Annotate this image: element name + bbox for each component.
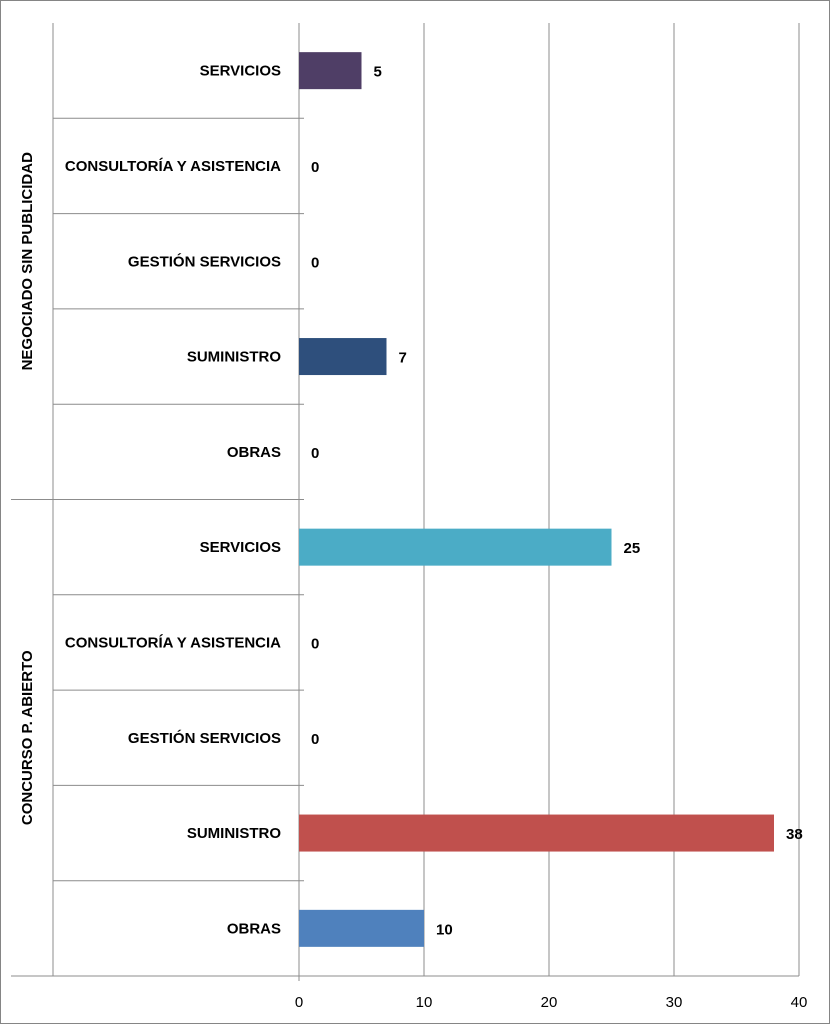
bar: [299, 338, 387, 376]
x-tick-label: 0: [295, 994, 303, 1011]
group-label: NEGOCIADO SIN PUBLICIDAD: [19, 152, 36, 371]
category-label: CONSULTORÍA Y ASISTENCIA: [65, 158, 281, 175]
category-label: SERVICIOS: [200, 63, 281, 80]
data-label: 0: [311, 731, 319, 748]
data-label: 7: [399, 350, 407, 367]
data-label: 0: [311, 445, 319, 462]
data-label: 25: [624, 540, 641, 557]
data-label: 10: [436, 921, 453, 938]
category-label: CONSULTORÍA Y ASISTENCIA: [65, 634, 281, 651]
category-label: GESTIÓN SERVICIOS: [128, 729, 281, 747]
category-label: OBRAS: [227, 444, 281, 461]
data-label: 0: [311, 254, 319, 271]
x-tick-label: 10: [416, 994, 433, 1011]
category-label: SERVICIOS: [200, 539, 281, 556]
data-label: 5: [374, 64, 382, 81]
bar: [299, 909, 424, 947]
category-label: GESTIÓN SERVICIOS: [128, 252, 281, 270]
category-label: OBRAS: [227, 920, 281, 937]
x-tick-label: 30: [666, 994, 683, 1011]
bar: [299, 52, 362, 90]
data-label: 38: [786, 826, 803, 843]
group-label: CONCURSO P. ABIERTO: [19, 650, 36, 825]
category-label: SUMINISTRO: [187, 825, 282, 842]
data-label: 0: [311, 635, 319, 652]
bar: [299, 814, 774, 852]
x-tick-label: 40: [791, 994, 808, 1011]
x-tick-label: 20: [541, 994, 558, 1011]
data-label: 0: [311, 159, 319, 176]
bar: [299, 528, 612, 566]
category-label: SUMINISTRO: [187, 349, 282, 366]
